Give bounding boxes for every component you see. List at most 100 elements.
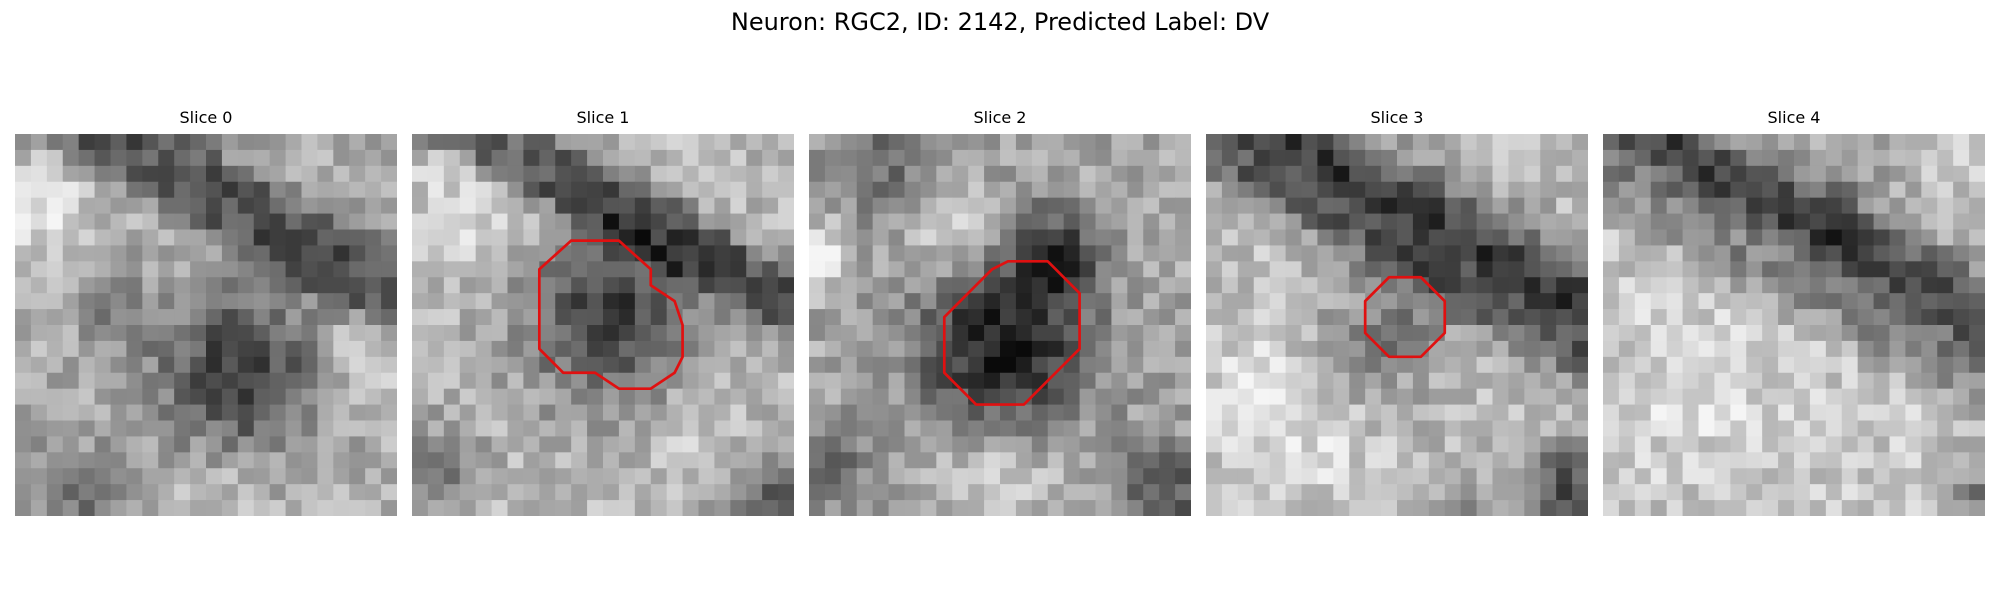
image-pixel: [555, 213, 572, 230]
image-pixel: [221, 468, 239, 485]
image-pixel: [634, 436, 652, 453]
image-pixel: [301, 340, 318, 358]
image-pixel: [603, 165, 620, 183]
image-pixel: [1969, 484, 1985, 501]
image-pixel: [920, 404, 937, 421]
image-pixel: [1317, 165, 1334, 183]
image-pixel: [1603, 149, 1620, 167]
image-pixel: [936, 372, 953, 390]
image-pixel: [269, 484, 287, 501]
image-pixel: [285, 245, 302, 262]
image-pixel: [1714, 356, 1731, 374]
image-pixel: [1969, 309, 1985, 326]
image-pixel: [1349, 420, 1366, 437]
image-pixel: [1650, 293, 1668, 310]
image-pixel: [650, 500, 668, 516]
image-pixel: [1572, 468, 1588, 485]
image-pixel: [618, 245, 636, 262]
image-pixel: [539, 197, 556, 215]
image-pixel: [1825, 293, 1843, 310]
image-pixel: [1175, 500, 1191, 516]
image-pixel: [1349, 325, 1366, 342]
image-pixel: [666, 277, 684, 294]
image-pixel: [1825, 149, 1843, 167]
image-pixel: [1206, 149, 1223, 167]
image-pixel: [1556, 245, 1573, 262]
image-pixel: [269, 165, 287, 183]
image-pixel: [1349, 404, 1366, 421]
image-pixel: [1508, 500, 1525, 516]
image-pixel: [1857, 372, 1875, 390]
image-pixel: [126, 388, 143, 406]
image-pixel: [1714, 277, 1731, 294]
image-pixel: [1015, 404, 1033, 421]
image-pixel: [1159, 165, 1176, 183]
image-pixel: [762, 500, 779, 516]
image-pixel: [1381, 452, 1398, 469]
image-pixel: [1794, 484, 1811, 501]
image-pixel: [30, 213, 48, 230]
image-pixel: [603, 181, 620, 199]
image-pixel: [381, 468, 397, 485]
image-pixel: [1572, 197, 1588, 215]
image-pixel: [1301, 420, 1318, 437]
image-pixel: [856, 372, 874, 390]
image-pixel: [1476, 452, 1493, 469]
image-pixel: [1953, 404, 1970, 421]
image-pixel: [1889, 181, 1906, 199]
image-pixel: [1428, 500, 1446, 516]
image-pixel: [1603, 404, 1620, 421]
image-pixel: [1381, 277, 1398, 294]
image-pixel: [888, 500, 905, 516]
image-pixel: [1524, 436, 1541, 453]
image-pixel: [1540, 277, 1557, 294]
image-pixel: [920, 229, 937, 246]
image-pixel: [94, 165, 111, 183]
image-pixel: [1572, 277, 1588, 294]
image-pixel: [427, 388, 445, 406]
image-pixel: [1572, 134, 1588, 151]
image-pixel: [539, 149, 556, 167]
image-pixel: [1111, 325, 1128, 342]
image-pixel: [746, 245, 763, 262]
image-pixel: [1572, 165, 1588, 183]
image-pixel: [1237, 356, 1255, 374]
image-pixel: [603, 340, 620, 358]
image-pixel: [1175, 134, 1191, 151]
image-pixel: [1095, 245, 1112, 262]
image-pixel: [1825, 213, 1843, 230]
image-pixel: [603, 356, 620, 374]
image-pixel: [840, 261, 858, 278]
image-pixel: [1143, 420, 1160, 437]
image-pixel: [1618, 325, 1636, 342]
image-pixel: [1857, 325, 1875, 342]
image-pixel: [317, 404, 334, 421]
image-pixel: [1143, 372, 1160, 390]
image-pixel: [475, 213, 493, 230]
image-pixel: [1063, 245, 1081, 262]
image-pixel: [1333, 372, 1350, 390]
image-pixel: [142, 356, 159, 374]
image-pixel: [1444, 420, 1462, 437]
image-pixel: [1762, 325, 1779, 342]
image-pixel: [1794, 277, 1811, 294]
image-pixel: [1809, 468, 1827, 485]
image-pixel: [523, 452, 540, 469]
image-pixel: [190, 309, 207, 326]
image-pixel: [15, 134, 32, 151]
image-pixel: [778, 452, 794, 469]
image-pixel: [221, 261, 239, 278]
image-pixel: [1159, 261, 1176, 278]
image-pixel: [1825, 484, 1843, 501]
image-pixel: [1603, 500, 1620, 516]
image-pixel: [253, 340, 271, 358]
image-pixel: [1333, 261, 1350, 278]
image-pixel: [1095, 293, 1112, 310]
image-pixel: [1428, 484, 1446, 501]
image-pixel: [904, 388, 921, 406]
image-pixel: [1730, 356, 1747, 374]
image-pixel: [698, 340, 715, 358]
image-pixel: [1301, 356, 1318, 374]
image-pixel: [1572, 484, 1588, 501]
image-pixel: [110, 356, 127, 374]
